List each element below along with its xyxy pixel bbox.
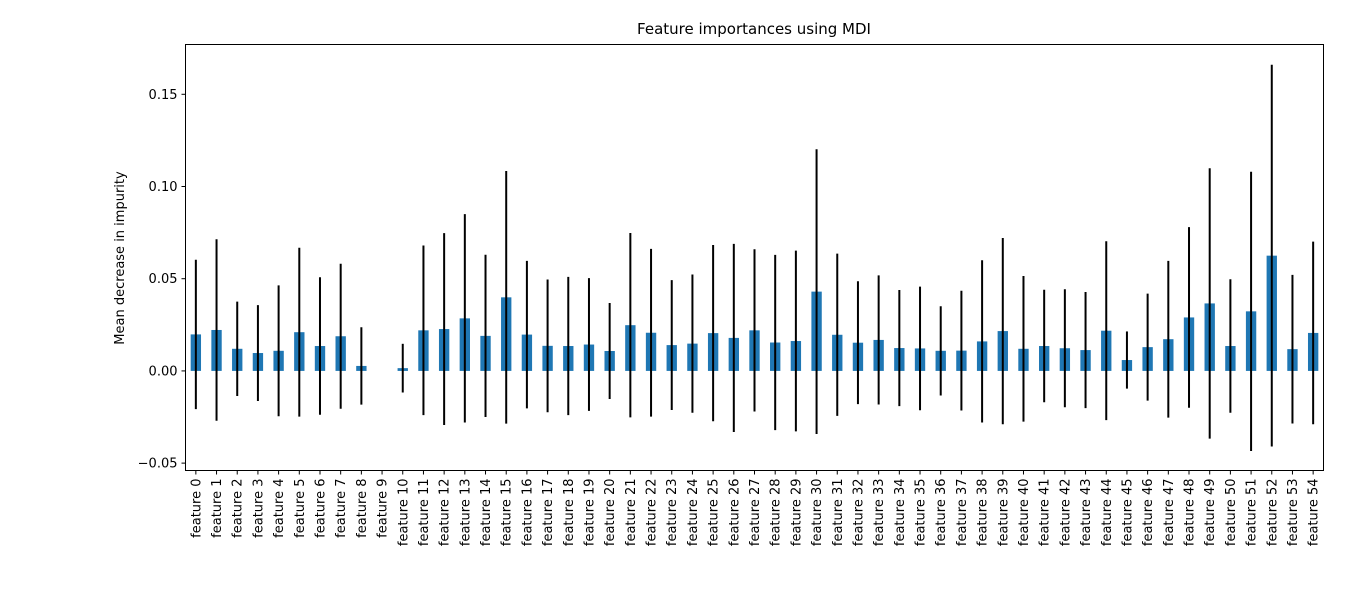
x-tick-label: feature 44	[1100, 479, 1115, 547]
y-tick-label: −0.05	[138, 457, 178, 472]
x-tick-label: feature 40	[1017, 479, 1032, 547]
x-tick-label: feature 42	[1058, 479, 1073, 547]
x-tick-label: feature 32	[851, 479, 866, 547]
y-axis: 0.15 0.10 0.05 0.00 −0.05	[138, 88, 186, 472]
x-tick-label: feature 24	[686, 479, 701, 547]
x-tick-label: feature 4	[272, 479, 287, 538]
x-tick-label: feature 2	[231, 479, 246, 538]
x-tick-label: feature 43	[1079, 479, 1094, 547]
x-tick-label: feature 16	[520, 479, 535, 547]
x-tick-label: feature 27	[748, 479, 763, 547]
x-tick-label: feature 23	[665, 479, 680, 547]
x-tick-label: feature 12	[438, 479, 453, 547]
chart-title: Feature importances using MDI	[637, 20, 871, 38]
x-tick-label: feature 47	[1162, 479, 1177, 547]
x-tick-label: feature 9	[376, 479, 391, 538]
x-tick-label: feature 49	[1203, 479, 1218, 547]
x-tick-label: feature 1	[210, 479, 225, 538]
error-bars-group	[194, 64, 1315, 451]
x-tick-label: feature 51	[1245, 479, 1260, 547]
x-tick-label: feature 5	[293, 479, 308, 538]
x-tick-label: feature 19	[582, 479, 597, 547]
y-tick-label: 0.00	[149, 364, 178, 379]
x-tick-label: feature 36	[934, 479, 949, 547]
y-tick-label: 0.05	[149, 272, 178, 287]
x-tick-label: feature 25	[707, 479, 722, 547]
x-tick-label: feature 21	[624, 479, 639, 547]
y-tick-label: 0.10	[149, 180, 178, 195]
y-axis-label: Mean decrease in impurity	[113, 171, 128, 345]
x-tick-label: feature 15	[500, 479, 515, 547]
x-tick-label: feature 34	[893, 479, 908, 547]
x-tick-label: feature 54	[1307, 479, 1322, 547]
x-tick-label: feature 18	[562, 479, 577, 547]
x-tick-label: feature 17	[541, 479, 556, 547]
x-tick-label: feature 3	[251, 479, 266, 538]
x-tick-label: feature 6	[313, 479, 328, 538]
x-tick-label: feature 53	[1286, 479, 1301, 547]
x-tick-label: feature 35	[914, 479, 929, 547]
x-tick-label: feature 11	[417, 479, 432, 547]
y-tick-label: 0.15	[149, 88, 178, 103]
x-tick-label: feature 39	[996, 479, 1011, 547]
x-axis: feature 0 feature 1 feature 2 feature 3 feat…	[189, 470, 1322, 547]
x-tick-label: feature 30	[810, 479, 825, 547]
x-tick-label: feature 13	[458, 479, 473, 547]
x-tick-label: feature 14	[479, 479, 494, 547]
x-tick-label: feature 22	[645, 479, 660, 547]
x-tick-label: feature 46	[1141, 479, 1156, 547]
x-tick-label: feature 38	[976, 479, 991, 547]
x-tick-label: feature 48	[1183, 479, 1198, 547]
x-tick-label: feature 41	[1038, 479, 1053, 547]
x-tick-label: feature 20	[603, 479, 618, 547]
x-tick-label: feature 29	[789, 479, 804, 547]
x-tick-label: feature 0	[189, 479, 204, 538]
x-tick-label: feature 31	[831, 479, 846, 547]
x-tick-label: feature 33	[872, 479, 887, 547]
x-tick-label: feature 50	[1224, 479, 1239, 547]
x-tick-label: feature 8	[355, 479, 370, 538]
x-tick-label: feature 45	[1120, 479, 1135, 547]
x-tick-label: feature 26	[727, 479, 742, 547]
x-tick-label: feature 28	[769, 479, 784, 547]
x-tick-label: feature 7	[334, 479, 349, 538]
x-tick-label: feature 37	[955, 479, 970, 547]
x-tick-label: feature 52	[1265, 479, 1280, 547]
x-tick-label: feature 10	[396, 479, 411, 547]
